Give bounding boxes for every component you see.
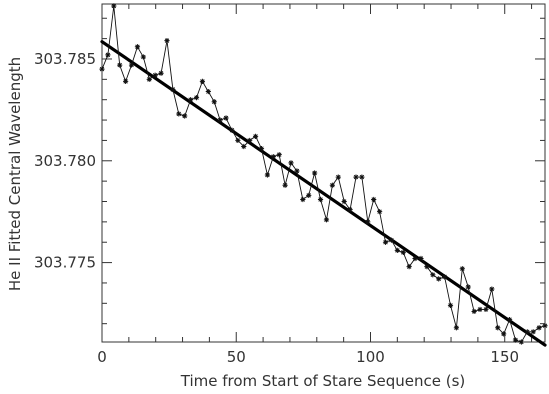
data-point: [282, 182, 288, 188]
data-point: [371, 196, 377, 203]
data-point: [347, 207, 353, 213]
data-point: [117, 62, 123, 68]
data-point: [430, 272, 436, 278]
data-point: [264, 172, 270, 178]
data-point: [235, 137, 241, 144]
data-point: [140, 54, 146, 60]
data-point: [317, 196, 324, 203]
data-point: [382, 239, 389, 245]
y-tick-label: 303.785: [34, 50, 96, 68]
data-point: [152, 72, 158, 78]
data-point: [412, 255, 418, 262]
data-point: [300, 196, 306, 203]
data-point: [441, 274, 448, 280]
data-point: [512, 337, 519, 343]
data-point: [471, 308, 477, 315]
data-point: [188, 97, 194, 103]
data-point: [146, 76, 152, 82]
data-point: [247, 137, 253, 144]
data-point: [323, 217, 330, 223]
data-point: [436, 276, 442, 282]
data-point: [359, 174, 365, 180]
data-point: [465, 284, 471, 290]
data-point: [489, 286, 495, 292]
x-axis-label: Time from Start of Stare Sequence (s): [180, 372, 466, 390]
data-point: [158, 70, 164, 76]
data-point: [424, 264, 430, 270]
data-point: [536, 325, 542, 331]
data-point: [418, 255, 424, 262]
data-point: [241, 143, 247, 150]
data-point: [447, 302, 454, 308]
y-tick-label: 303.775: [34, 254, 96, 272]
y-tick-labels: 303.775 303.780 303.785: [34, 50, 96, 272]
data-point: [111, 3, 117, 9]
tick-marks: [101, 4, 545, 342]
data-point: [365, 219, 371, 225]
data-point: [258, 145, 265, 152]
data-point: [252, 133, 259, 139]
data-point: [329, 182, 335, 188]
data-point: [164, 38, 170, 44]
data-point: [123, 78, 129, 84]
data-point: [406, 264, 412, 270]
data-point: [288, 160, 294, 166]
data-point: [506, 317, 513, 323]
data-point: [530, 329, 536, 335]
data-point: [217, 117, 223, 123]
plot-frame: [101, 3, 546, 343]
x-tick-label: 100: [356, 348, 385, 366]
series-line: [101, 5, 546, 343]
data-point: [128, 62, 135, 68]
data-point: [211, 99, 217, 105]
data-point: [459, 266, 465, 272]
data-point: [105, 52, 111, 58]
y-axis-label: He II Fitted Central Wavelength: [6, 57, 24, 291]
data-point: [453, 325, 459, 331]
data-point: [483, 306, 489, 313]
data-point: [377, 209, 383, 215]
data-point: [205, 88, 211, 95]
x-tick-label: 0: [97, 348, 107, 366]
data-point: [501, 331, 507, 337]
data-point: [170, 86, 176, 93]
data-point: [99, 66, 105, 72]
data-point: [394, 247, 400, 253]
data-point: [134, 44, 141, 50]
x-tick-labels: 0 50 100 150: [97, 348, 519, 366]
data-point: [294, 168, 300, 174]
data-point: [400, 249, 406, 256]
data-point: [542, 323, 548, 329]
x-tick-label: 150: [490, 348, 519, 366]
data-point: [223, 115, 229, 121]
data-point: [306, 192, 312, 198]
x-tick-label: 50: [227, 348, 246, 366]
data-point: [341, 198, 347, 205]
data-point: [388, 237, 395, 243]
data-point: [276, 152, 282, 158]
data-point: [270, 154, 276, 160]
data-point: [193, 95, 200, 101]
data-point: [182, 113, 188, 119]
data-point: [495, 325, 501, 331]
data-point: [176, 111, 182, 117]
data-point: [477, 306, 483, 313]
data-point: [229, 127, 235, 133]
data-point: [518, 339, 524, 345]
data-point: [312, 170, 318, 176]
fit-line-layer: [100, 40, 547, 347]
data-point: [353, 174, 359, 180]
data-point: [524, 329, 530, 335]
series-layer: [99, 3, 548, 345]
data-point: [199, 78, 206, 84]
y-tick-label: 303.780: [34, 152, 96, 170]
fit-line: [100, 40, 547, 347]
data-point: [335, 174, 341, 180]
